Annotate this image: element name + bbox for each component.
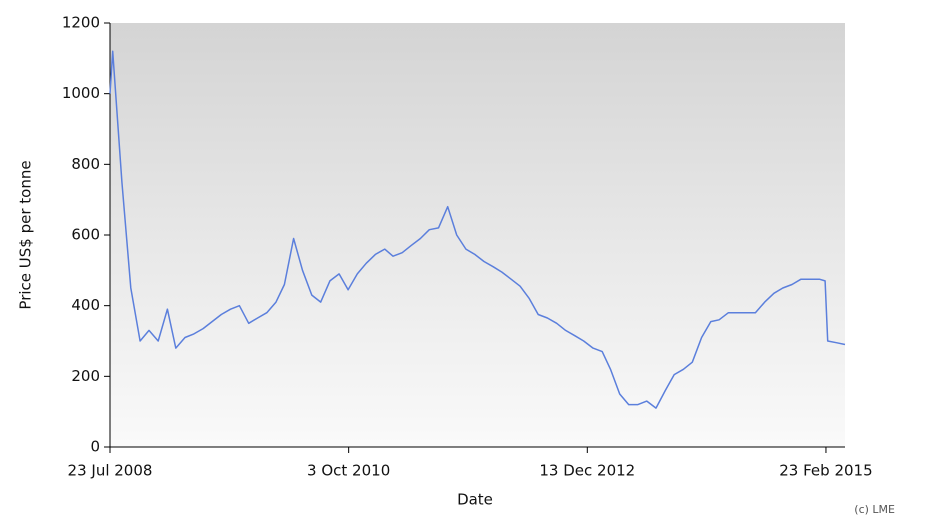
x-tick-label: 23 Feb 2015	[779, 462, 872, 480]
x-tick-label: 13 Dec 2012	[539, 462, 635, 480]
y-tick-label: 0	[90, 438, 100, 456]
y-tick-label: 1000	[62, 84, 100, 102]
y-tick-label: 800	[71, 155, 100, 173]
x-tick-label: 23 Jul 2008	[68, 462, 153, 480]
y-axis-label: Price US$ per tonne	[17, 160, 35, 309]
price-line	[109, 50, 846, 409]
copyright: (c) LME	[854, 503, 895, 516]
y-tick-label: 200	[71, 367, 100, 385]
y-tick-label: 1200	[62, 14, 100, 32]
y-tick-label: 600	[71, 226, 100, 244]
plot-area	[110, 23, 845, 447]
x-axis-label: Date	[457, 491, 493, 509]
x-tick-label: 3 Oct 2010	[307, 462, 390, 480]
y-tick-label: 400	[71, 296, 100, 314]
